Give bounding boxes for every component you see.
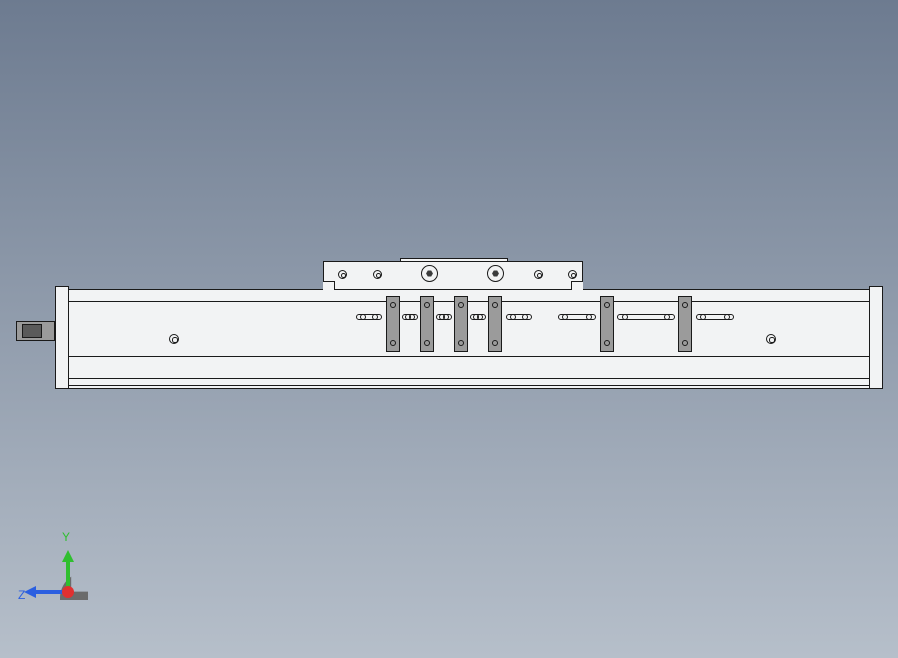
y-axis-label: Y bbox=[62, 530, 70, 544]
cad-viewport[interactable]: Y Z bbox=[0, 0, 898, 658]
y-axis-arrow bbox=[64, 550, 72, 590]
t-slot bbox=[617, 314, 675, 320]
t-slot bbox=[558, 314, 596, 320]
x-axis-origin-dot bbox=[62, 586, 74, 598]
coordinate-triad[interactable]: Y Z bbox=[24, 536, 88, 600]
z-axis-label: Z bbox=[18, 588, 25, 602]
bracket-group-b bbox=[0, 0, 898, 658]
vertical-bracket bbox=[600, 296, 614, 352]
t-slot bbox=[696, 314, 734, 320]
vertical-bracket bbox=[678, 296, 692, 352]
